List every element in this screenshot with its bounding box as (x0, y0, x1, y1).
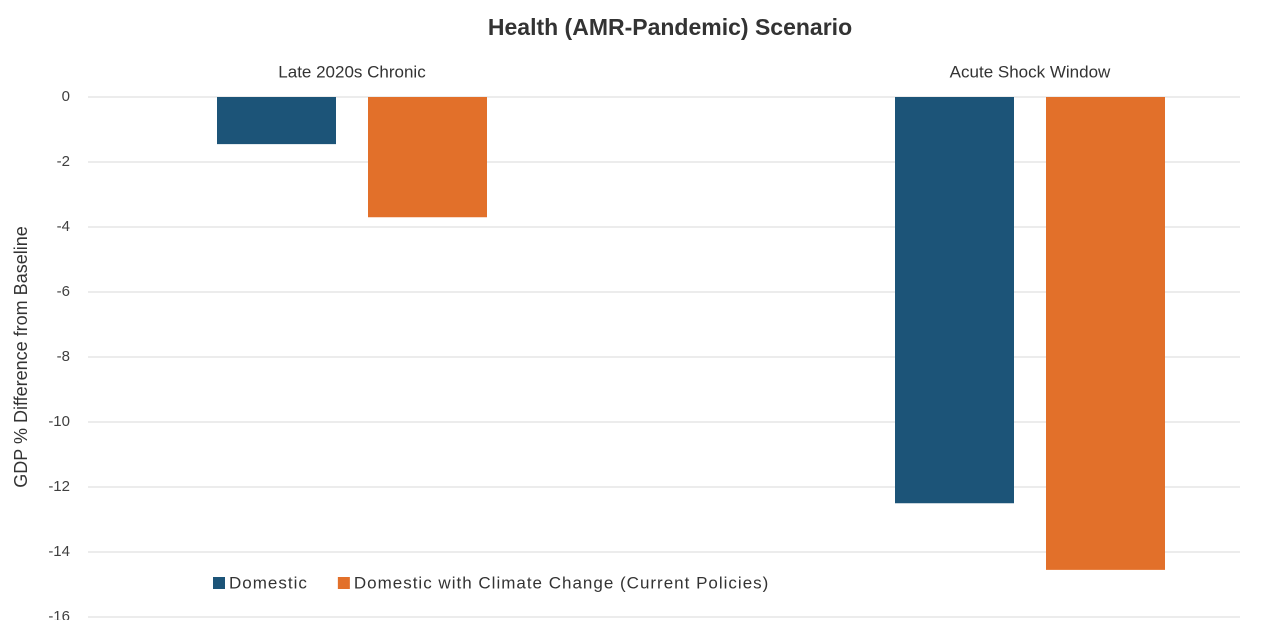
bar (895, 97, 1014, 504)
y-tick-label: -16 (48, 608, 70, 620)
bar (368, 97, 487, 218)
y-axis-label: GDP % Difference from Baseline (11, 226, 31, 487)
y-tick-label: -14 (48, 543, 70, 560)
category-label: Late 2020s Chronic (278, 62, 426, 81)
legend-label: Domestic (229, 573, 308, 592)
chart-title: Health (AMR-Pandemic) Scenario (488, 14, 852, 40)
bar (1046, 97, 1165, 570)
category-label: Acute Shock Window (950, 62, 1111, 81)
y-tick-label: -8 (57, 348, 70, 365)
y-tick-label: -10 (48, 413, 70, 430)
y-tick-label: 0 (62, 88, 70, 105)
y-tick-label: -6 (57, 283, 70, 300)
legend-label: Domestic with Climate Change (Current Po… (354, 573, 769, 592)
bar (217, 97, 336, 145)
legend-swatch (213, 577, 225, 589)
legend: Domestic Domestic with Climate Change (Cu… (213, 573, 769, 592)
y-tick-label: -12 (48, 478, 70, 495)
legend-swatch (337, 577, 350, 589)
y-tick-label: -2 (57, 153, 70, 170)
y-tick-label: -4 (57, 218, 70, 235)
